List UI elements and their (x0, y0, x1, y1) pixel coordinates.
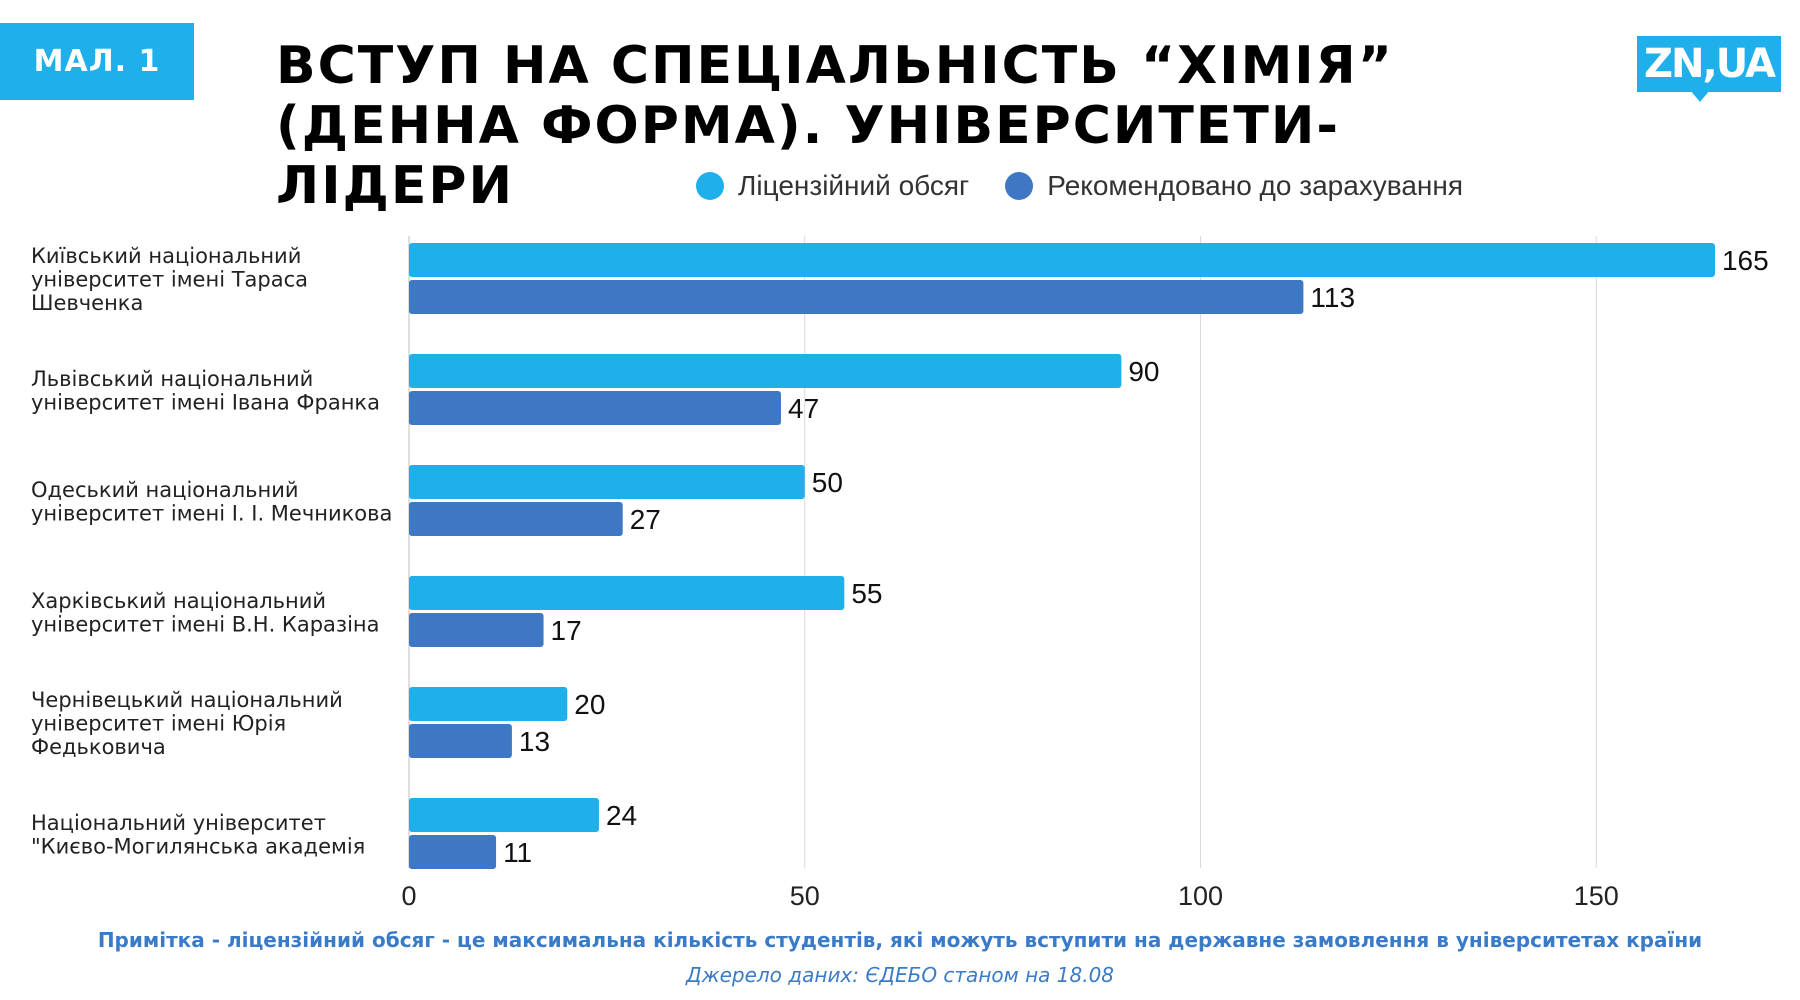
bar-recommended (409, 835, 497, 869)
data-label: 20 (574, 689, 605, 720)
legend-dot-recommended-icon (1005, 172, 1034, 200)
category-label: Одеський національний університет імені І… (31, 478, 392, 526)
data-label: 11 (503, 837, 532, 868)
figure-badge: МАЛ. 1 (0, 23, 194, 100)
data-label: 165 (1722, 245, 1769, 276)
zn-ua-logo: ZN,UA (1637, 36, 1781, 92)
chart-legend: Ліцензійний обсяг Рекомендовано до зарах… (696, 166, 1463, 206)
data-label: 24 (606, 800, 637, 831)
data-label: 50 (812, 467, 843, 498)
x-tick-label: 100 (1178, 881, 1223, 911)
bar-recommended (409, 724, 512, 758)
category-label: Київський національний університет імені … (31, 244, 308, 315)
footnote: Примітка - ліцензійний обсяг - це максим… (97, 928, 1703, 952)
chart-title: ВСТУП НА СПЕЦІАЛЬНІСТЬ “ХІМІЯ” (ДЕННА ФО… (276, 36, 1394, 216)
bar-chart: 0 50 100 150 165 113 Київський національний уні… (31, 236, 1769, 911)
data-source: Джерело даних: ЄДЕБО станом на 18.08 (685, 963, 1115, 987)
bar-licensed (409, 687, 568, 721)
data-label: 13 (519, 726, 550, 757)
x-tick-label: 0 (401, 881, 416, 911)
x-tick-label: 50 (790, 881, 820, 911)
data-label: 55 (851, 578, 882, 609)
legend-label-licensed: Ліцензійний обсяг (738, 170, 970, 201)
category-label: Харківський національний університет імен… (31, 589, 380, 637)
bar-recommended (409, 280, 1304, 314)
category-label: Національний університет "Києво-Могилянсь… (31, 811, 365, 859)
data-label: 113 (1310, 282, 1355, 313)
category-label: Чернівецький національний університет іме… (31, 688, 343, 759)
legend-item-recommended: Рекомендовано до зарахування (1005, 170, 1463, 202)
bar-licensed (409, 465, 805, 499)
legend-dot-licensed-icon (696, 172, 724, 200)
data-label: 47 (788, 393, 819, 424)
data-label: 90 (1128, 356, 1159, 387)
bar-licensed (409, 243, 1715, 277)
x-tick-label: 150 (1574, 881, 1619, 911)
logo-tail-shape (1690, 90, 1710, 102)
bar-licensed (409, 354, 1122, 388)
bar-licensed (409, 798, 599, 832)
bar-licensed (409, 576, 845, 610)
data-label: 27 (630, 504, 661, 535)
bar-recommended (409, 502, 623, 536)
legend-label-recommended: Рекомендовано до зарахування (1047, 170, 1464, 201)
category-label: Львівський національний університет імені… (31, 367, 380, 415)
legend-item-licensed: Ліцензійний обсяг (696, 170, 969, 202)
data-label: 17 (551, 615, 582, 646)
bar-recommended (409, 391, 782, 425)
bar-recommended (409, 613, 544, 647)
